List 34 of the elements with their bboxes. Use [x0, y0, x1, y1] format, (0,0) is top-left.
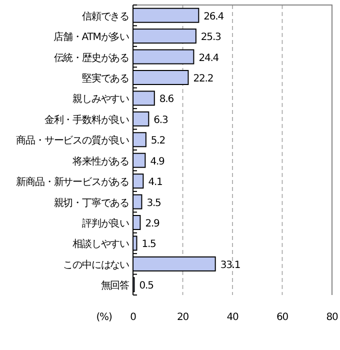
- data-label: 5.2: [150, 136, 166, 147]
- y-tick-label: 親切・丁寧である: [54, 196, 129, 209]
- data-label: 4.9: [150, 156, 165, 168]
- y-tick-label: 親しみやすい: [72, 93, 130, 106]
- y-tick-label: 新商品・新サービスがある: [16, 176, 129, 188]
- data-label: 4.1: [148, 177, 163, 188]
- y-tick-label: 店舗・ATMが多い: [54, 31, 130, 44]
- y-tick-label: 無回答: [100, 280, 130, 292]
- y-tick-label: 将来性がある: [72, 155, 129, 168]
- data-label: 3.5: [146, 198, 162, 209]
- y-tick-label: 堅実である: [82, 72, 129, 84]
- data-label: 24.4: [198, 52, 219, 64]
- y-tick-label: 商品・サービスの質が良い: [16, 134, 130, 147]
- y-tick-label: 評判が良い: [82, 218, 130, 230]
- y-tick-label: 相談しやすい: [72, 238, 130, 250]
- x-tick-label: 80: [326, 312, 338, 323]
- y-tick-label: 金利・手数料が良い: [44, 114, 130, 126]
- data-label: 8.6: [159, 94, 174, 106]
- x-tick-label: 0: [130, 312, 136, 323]
- data-label: 2.9: [145, 218, 160, 230]
- x-tick-label: 40: [226, 312, 238, 323]
- y-tick-label: 信頼できる: [82, 10, 129, 22]
- data-label: 1.5: [142, 239, 156, 250]
- x-tick-label: 20: [176, 312, 189, 323]
- x-tick-label: 60: [276, 312, 288, 323]
- y-tick-label: 伝統・歴史がある: [54, 52, 129, 64]
- data-label: 26.4: [204, 11, 224, 22]
- data-label: 25.3: [200, 32, 222, 44]
- y-tick-label: この中にはない: [63, 258, 130, 271]
- x-axis-title: (%): [96, 312, 112, 323]
- data-label: 22.2: [193, 74, 214, 84]
- data-label: 0.5: [139, 280, 154, 292]
- data-label: 6.3: [154, 114, 168, 126]
- data-label: 33.1: [220, 260, 240, 271]
